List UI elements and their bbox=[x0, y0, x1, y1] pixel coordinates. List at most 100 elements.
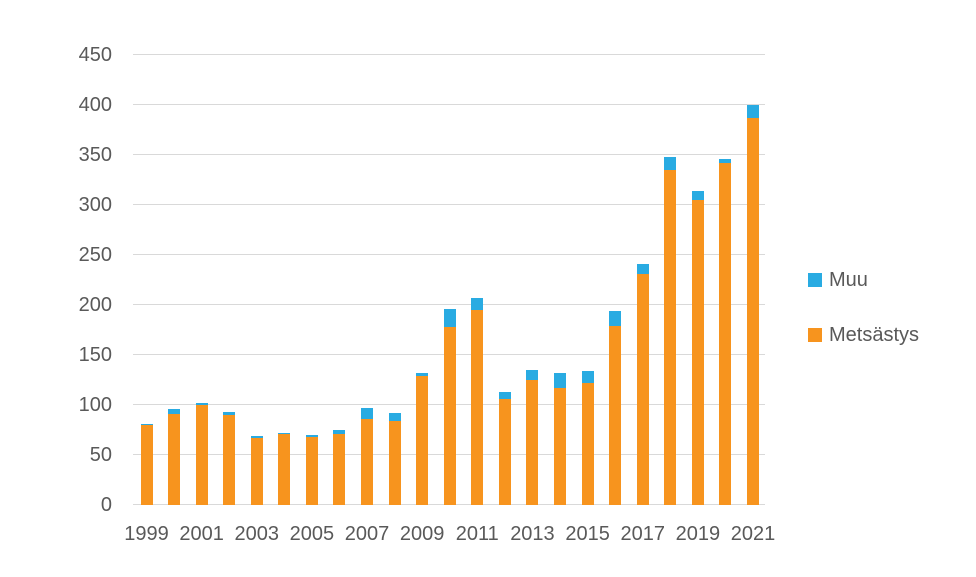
x-tick-label-2017: 2017 bbox=[620, 523, 665, 545]
bar-segment-2009-metsästys bbox=[416, 376, 429, 505]
bar-2021 bbox=[746, 105, 759, 505]
bar-segment-2006-metsästys bbox=[333, 434, 346, 505]
bar-segment-2015-metsästys bbox=[581, 383, 594, 505]
bar-2000 bbox=[168, 409, 181, 505]
y-tick-label-200: 200 bbox=[78, 294, 112, 316]
bar-segment-2021-muu bbox=[746, 105, 759, 118]
bar-segment-2007-metsästys bbox=[361, 419, 374, 505]
bar-segment-2011-muu bbox=[471, 298, 484, 310]
gridline-450 bbox=[133, 54, 765, 55]
bar-segment-2007-muu bbox=[361, 408, 374, 419]
bar-segment-2012-muu bbox=[498, 392, 511, 399]
x-tick-label-2003: 2003 bbox=[234, 523, 280, 545]
bar-segment-2012-metsästys bbox=[498, 399, 511, 505]
bar-segment-1999-metsästys bbox=[140, 425, 153, 505]
legend-label-muu: Muu bbox=[829, 268, 868, 291]
bar-2014 bbox=[554, 373, 567, 505]
x-tick-label-2007: 2007 bbox=[344, 523, 390, 545]
bar-2018 bbox=[664, 157, 677, 505]
bar-segment-2014-metsästys bbox=[554, 388, 567, 505]
gridline-200 bbox=[133, 304, 765, 305]
x-tick-label-2011: 2011 bbox=[455, 523, 499, 545]
bar-segment-1999-muu bbox=[140, 424, 153, 425]
bar-segment-2004-muu bbox=[278, 433, 291, 434]
bar-segment-2003-muu bbox=[250, 436, 263, 438]
bar-segment-2016-metsästys bbox=[609, 326, 622, 505]
bar-segment-2006-muu bbox=[333, 430, 346, 434]
bar-segment-2000-metsästys bbox=[168, 414, 181, 505]
legend-item-metsastys: Metsästys bbox=[808, 323, 920, 346]
bar-segment-2009-muu bbox=[416, 373, 429, 376]
bar-segment-2005-muu bbox=[305, 435, 318, 437]
y-tick-label-250: 250 bbox=[78, 244, 112, 266]
bar-2006 bbox=[333, 430, 346, 505]
bar-segment-2004-metsästys bbox=[278, 434, 291, 505]
legend: Muu Metsästys bbox=[808, 268, 920, 380]
y-tick-label-150: 150 bbox=[78, 344, 112, 366]
legend-label-metsastys: Metsästys bbox=[829, 323, 920, 346]
y-tick-label-50: 50 bbox=[89, 444, 112, 466]
bar-1999 bbox=[140, 424, 153, 505]
bar-2009 bbox=[416, 373, 429, 505]
bar-segment-2015-muu bbox=[581, 371, 594, 383]
x-tick-label-2009: 2009 bbox=[399, 523, 445, 545]
bar-2002 bbox=[223, 412, 236, 505]
bar-segment-2010-metsästys bbox=[443, 327, 456, 505]
bar-2003 bbox=[250, 436, 263, 505]
bar-segment-2016-muu bbox=[609, 311, 622, 326]
bar-segment-2001-muu bbox=[195, 403, 208, 405]
bar-segment-2008-muu bbox=[388, 413, 401, 421]
bar-segment-2021-metsästys bbox=[746, 118, 759, 505]
legend-swatch-metsastys-icon bbox=[808, 328, 822, 342]
bar-2005 bbox=[305, 435, 318, 505]
bar-segment-2011-metsästys bbox=[471, 310, 484, 505]
bar-2011 bbox=[471, 298, 484, 505]
y-tick-label-450: 450 bbox=[78, 44, 112, 66]
y-tick-label-400: 400 bbox=[78, 94, 112, 116]
y-tick-label-300: 300 bbox=[78, 194, 112, 216]
bar-segment-2002-metsästys bbox=[223, 415, 236, 505]
bar-segment-2020-metsästys bbox=[719, 163, 732, 505]
bar-segment-2018-muu bbox=[664, 157, 677, 170]
bar-2017 bbox=[636, 264, 649, 505]
legend-swatch-muu-icon bbox=[808, 273, 822, 287]
bar-segment-2008-metsästys bbox=[388, 421, 401, 505]
x-tick-label-2015: 2015 bbox=[565, 523, 610, 545]
y-tick-label-100: 100 bbox=[78, 394, 112, 416]
bar-segment-2010-muu bbox=[443, 309, 456, 327]
bar-segment-2020-muu bbox=[719, 159, 732, 163]
bar-segment-2013-muu bbox=[526, 370, 539, 380]
bar-segment-2002-muu bbox=[223, 412, 236, 415]
bar-segment-2019-muu bbox=[691, 191, 704, 200]
bar-2001 bbox=[195, 403, 208, 505]
bar-segment-2017-metsästys bbox=[636, 274, 649, 505]
legend-item-muu: Muu bbox=[808, 268, 919, 291]
bar-segment-2017-muu bbox=[636, 264, 649, 274]
bar-2015 bbox=[581, 371, 594, 505]
bar-segment-2003-metsästys bbox=[250, 438, 263, 505]
bar-2019 bbox=[691, 191, 704, 505]
bar-2013 bbox=[526, 370, 539, 505]
gridline-250 bbox=[133, 254, 765, 255]
bar-2004 bbox=[278, 433, 291, 505]
gridline-300 bbox=[133, 204, 765, 205]
bar-segment-2000-muu bbox=[168, 409, 181, 414]
y-tick-label-350: 350 bbox=[78, 144, 112, 166]
bar-segment-2019-metsästys bbox=[691, 200, 704, 505]
bar-2008 bbox=[388, 413, 401, 505]
bar-segment-2013-metsästys bbox=[526, 380, 539, 505]
bar-segment-2001-metsästys bbox=[195, 405, 208, 505]
bar-segment-2005-metsästys bbox=[305, 437, 318, 505]
gridline-350 bbox=[133, 154, 765, 155]
gridline-400 bbox=[133, 104, 765, 105]
x-tick-label-2021: 2021 bbox=[730, 523, 776, 545]
x-tick-label-2001: 2001 bbox=[179, 523, 224, 545]
bar-2012 bbox=[498, 392, 511, 505]
plot-area bbox=[133, 54, 765, 505]
bar-2010 bbox=[443, 309, 456, 505]
y-tick-label-0: 0 bbox=[100, 494, 112, 516]
x-tick-label-1999: 1999 bbox=[124, 523, 169, 545]
x-tick-label-2005: 2005 bbox=[289, 523, 335, 545]
bar-segment-2014-muu bbox=[554, 373, 567, 388]
